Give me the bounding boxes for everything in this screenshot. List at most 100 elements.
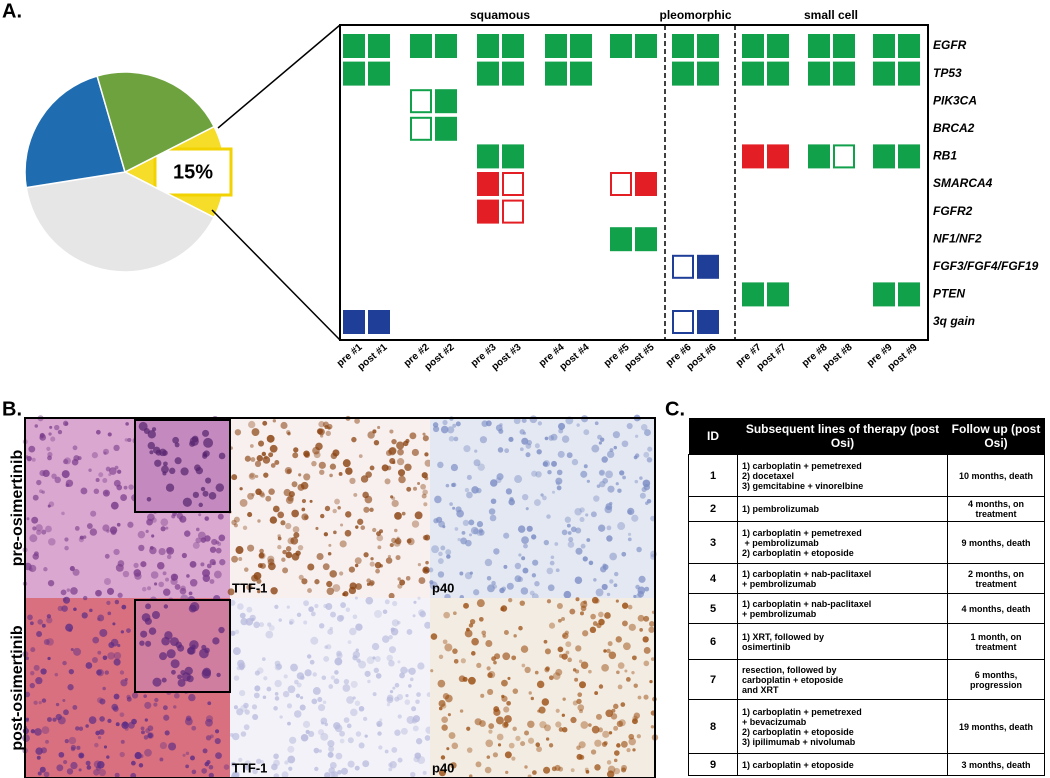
cell-nucleus [622,620,628,627]
cell-nucleus [145,603,152,610]
cell-nucleus [417,482,421,486]
cell-nucleus [328,684,334,689]
cell-nucleus [39,432,45,438]
cell-nucleus [28,564,37,573]
cell-nucleus [144,718,148,722]
cell-nucleus [282,567,289,574]
cell-nucleus [75,726,80,731]
cell-nucleus [636,546,642,553]
cell-nucleus [514,562,522,570]
cell-nucleus [513,634,517,638]
cell-nucleus [286,605,290,609]
cell-nucleus [174,583,181,590]
cell-nucleus [615,636,622,643]
cell-nucleus [252,713,259,721]
cell-nucleus [634,479,639,484]
therapy-line: 1) carboplatin + pemetrexed [742,460,862,471]
cell-nucleus [505,488,513,495]
cell-nucleus [372,692,377,697]
cell-nucleus [233,705,238,710]
cell-nucleus [487,672,493,678]
cell-nucleus [345,511,352,518]
alteration-cell [635,227,657,252]
cell-nucleus [545,666,550,671]
cell-nucleus [205,735,212,741]
cell-nucleus [413,756,420,763]
cell-nucleus [62,698,66,703]
cell-nucleus [91,452,98,459]
cell-nucleus [382,609,388,615]
cell-nucleus [48,432,52,436]
cell-nucleus [170,577,178,586]
cell-nucleus [182,753,186,757]
cell-nucleus [471,651,476,656]
cell-nucleus [134,751,142,760]
cell-nucleus [119,712,125,718]
cell-nucleus [131,692,139,699]
cell-nucleus [335,752,343,760]
cell-nucleus [623,642,631,651]
cell-nucleus [255,488,262,496]
cell-nucleus [437,571,445,578]
cell-nucleus [367,679,371,684]
cell-nucleus [110,501,119,510]
cell-nucleus [256,589,261,594]
cell-nucleus [355,648,359,652]
cell-nucleus [259,562,266,569]
cell-nucleus [308,730,315,738]
table-row: 1 1) carboplatin + pemetrexed 2) docetaxel… [688,454,1045,497]
cell-nucleus [165,577,169,582]
cell-nucleus [487,688,494,695]
cell-nucleus [388,447,397,456]
table-cell: 4 months, death [947,593,1045,624]
cell-nucleus [418,577,426,585]
alteration-cell [635,34,657,58]
cell-nucleus [319,469,325,475]
cell-nucleus [197,531,206,540]
cell-nucleus [531,534,537,540]
cell-nucleus [601,741,608,747]
alteration-cell [898,282,920,307]
cell-nucleus [200,486,206,492]
cell-nucleus [624,669,628,673]
cell-nucleus [85,662,93,669]
cell-nucleus [641,486,647,493]
cell-nucleus [367,431,375,439]
alteration-cell [697,34,719,58]
cell-nucleus [322,563,330,571]
cell-nucleus [386,696,394,704]
cell-nucleus [330,611,336,618]
cell-nucleus [434,495,442,504]
cell-nucleus [325,603,333,610]
cell-nucleus [515,735,521,741]
cell-nucleus [539,721,547,729]
cell-nucleus [525,452,531,458]
cell-nucleus [558,428,564,434]
table-cell: 1) XRT, followed by osimertinib [737,623,948,660]
cell-nucleus [202,451,208,457]
cell-nucleus [39,470,46,477]
cell-nucleus [170,659,180,669]
cell-nucleus [309,499,313,503]
cell-nucleus [548,675,554,681]
cell-nucleus [185,764,189,769]
cell-nucleus [294,679,299,685]
cell-nucleus [608,731,613,735]
cell-nucleus [455,421,461,427]
cell-nucleus [466,726,471,731]
cell-nucleus [273,753,279,760]
cell-nucleus [394,512,402,520]
cell-nucleus [309,659,315,665]
cell-nucleus [244,764,251,771]
cell-nucleus [120,494,128,501]
cell-nucleus [113,658,121,666]
cell-nucleus [120,679,128,687]
cell-nucleus [386,702,391,707]
cell-nucleus [540,493,544,497]
cell-nucleus [340,523,344,527]
cell-nucleus [329,626,333,631]
stain-label: TTF-1 [232,760,267,775]
stain-label: TTF-1 [232,580,267,595]
cell-nucleus [474,718,482,726]
gene-label: PTEN [933,287,965,301]
